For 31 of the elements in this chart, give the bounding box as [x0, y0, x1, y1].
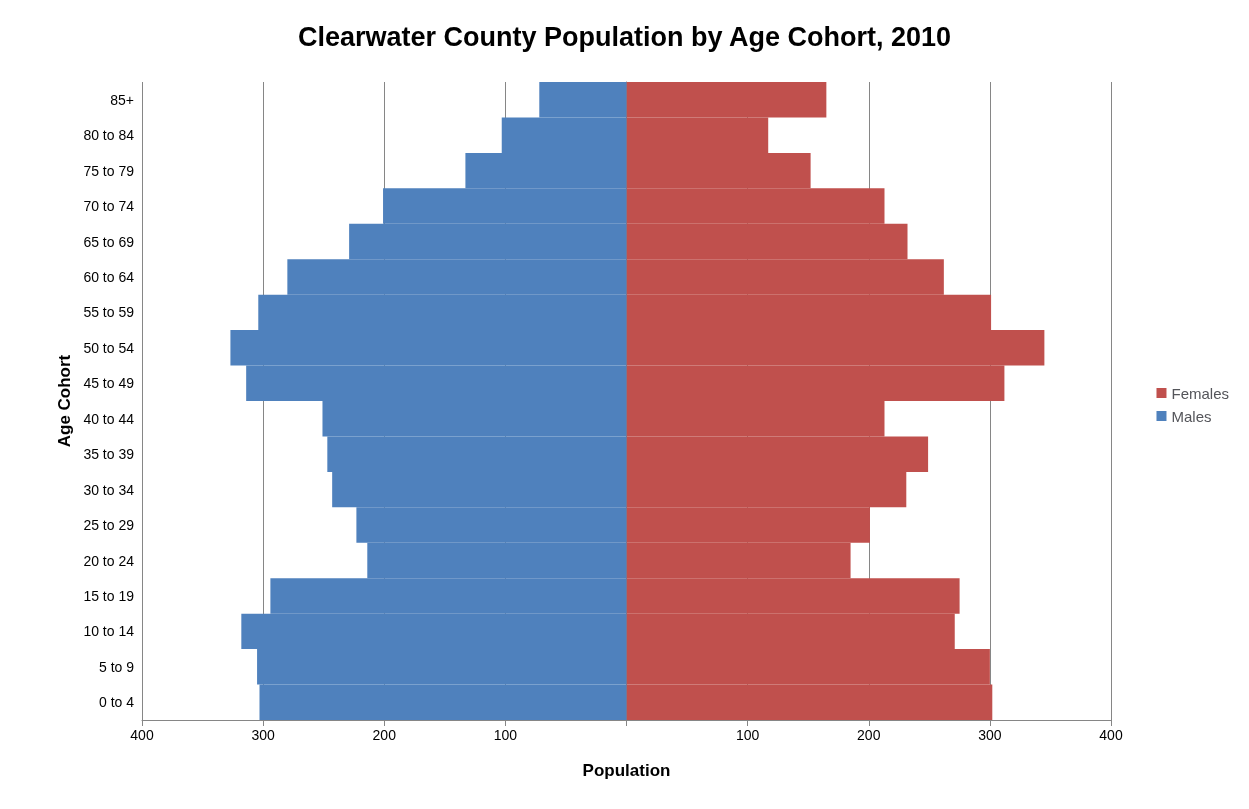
- y-tick-label: 15 to 19: [83, 587, 135, 604]
- y-tick-label: 5 to 9: [98, 658, 135, 675]
- y-tick-label: 45 to 49: [83, 375, 135, 392]
- x-tick-label: 100: [493, 727, 518, 743]
- y-tick-label: 40 to 44: [83, 410, 135, 427]
- y-axis-title: Age Cohort: [54, 354, 74, 448]
- y-tick-label: 80 to 84: [83, 127, 135, 144]
- x-tick-label: 400: [1099, 727, 1123, 743]
- x-axis-title: Population: [582, 761, 671, 780]
- y-tick-label: 0 to 4: [98, 694, 135, 711]
- x-tick-label: 200: [372, 727, 397, 743]
- chart-title: Clearwater County Population by Age Cohort, 2010: [297, 21, 952, 52]
- y-tick-label: 60 to 64: [83, 268, 135, 285]
- y-tick-label: 20 to 24: [83, 552, 135, 569]
- y-tick-label: 55 to 59: [83, 304, 135, 321]
- y-tick-label: 85+: [110, 91, 134, 108]
- x-tick-label: 300: [978, 727, 1002, 743]
- y-tick-label: 25 to 29: [83, 517, 135, 534]
- y-tick-label: 10 to 14: [83, 623, 135, 640]
- legend-label: Females: [1171, 384, 1230, 402]
- x-tick-label: 400: [130, 727, 154, 743]
- y-tick-label: 70 to 74: [83, 198, 135, 215]
- y-tick-label: 65 to 69: [83, 233, 135, 250]
- y-tick-label: 75 to 79: [83, 162, 135, 179]
- y-tick-label: 30 to 34: [83, 481, 135, 498]
- y-tick-label: 35 to 39: [83, 446, 135, 463]
- x-tick-label: 300: [251, 727, 276, 743]
- legend-label: Males: [1171, 407, 1212, 425]
- x-tick-label: 200: [857, 727, 881, 743]
- y-tick-label: 50 to 54: [83, 339, 135, 356]
- x-tick-label: 100: [735, 727, 760, 743]
